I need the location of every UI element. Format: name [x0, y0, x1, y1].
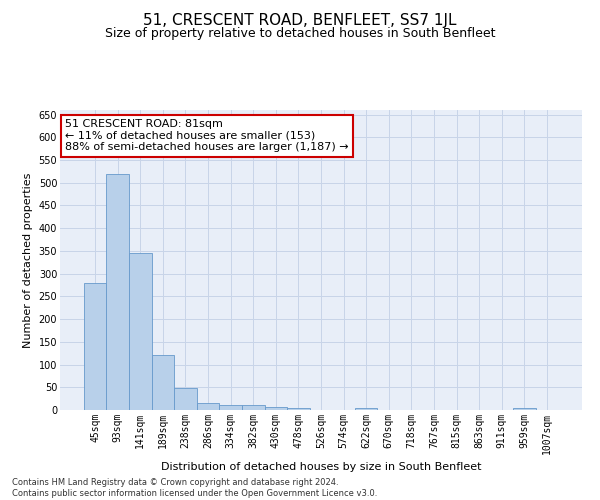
- Text: Size of property relative to detached houses in South Benfleet: Size of property relative to detached ho…: [105, 28, 495, 40]
- Bar: [197, 402, 220, 410]
- Bar: [106, 174, 129, 410]
- X-axis label: Distribution of detached houses by size in South Benfleet: Distribution of detached houses by size …: [161, 462, 481, 472]
- Bar: [152, 356, 174, 410]
- Bar: [129, 253, 152, 410]
- Y-axis label: Number of detached properties: Number of detached properties: [23, 172, 33, 348]
- Bar: [513, 408, 536, 410]
- Text: 51 CRESCENT ROAD: 81sqm
← 11% of detached houses are smaller (153)
88% of semi-d: 51 CRESCENT ROAD: 81sqm ← 11% of detache…: [65, 119, 349, 152]
- Bar: [287, 408, 310, 410]
- Bar: [174, 388, 197, 410]
- Bar: [220, 404, 242, 410]
- Bar: [242, 406, 265, 410]
- Bar: [265, 408, 287, 410]
- Bar: [84, 282, 106, 410]
- Text: 51, CRESCENT ROAD, BENFLEET, SS7 1JL: 51, CRESCENT ROAD, BENFLEET, SS7 1JL: [143, 12, 457, 28]
- Bar: [355, 408, 377, 410]
- Text: Contains HM Land Registry data © Crown copyright and database right 2024.
Contai: Contains HM Land Registry data © Crown c…: [12, 478, 377, 498]
